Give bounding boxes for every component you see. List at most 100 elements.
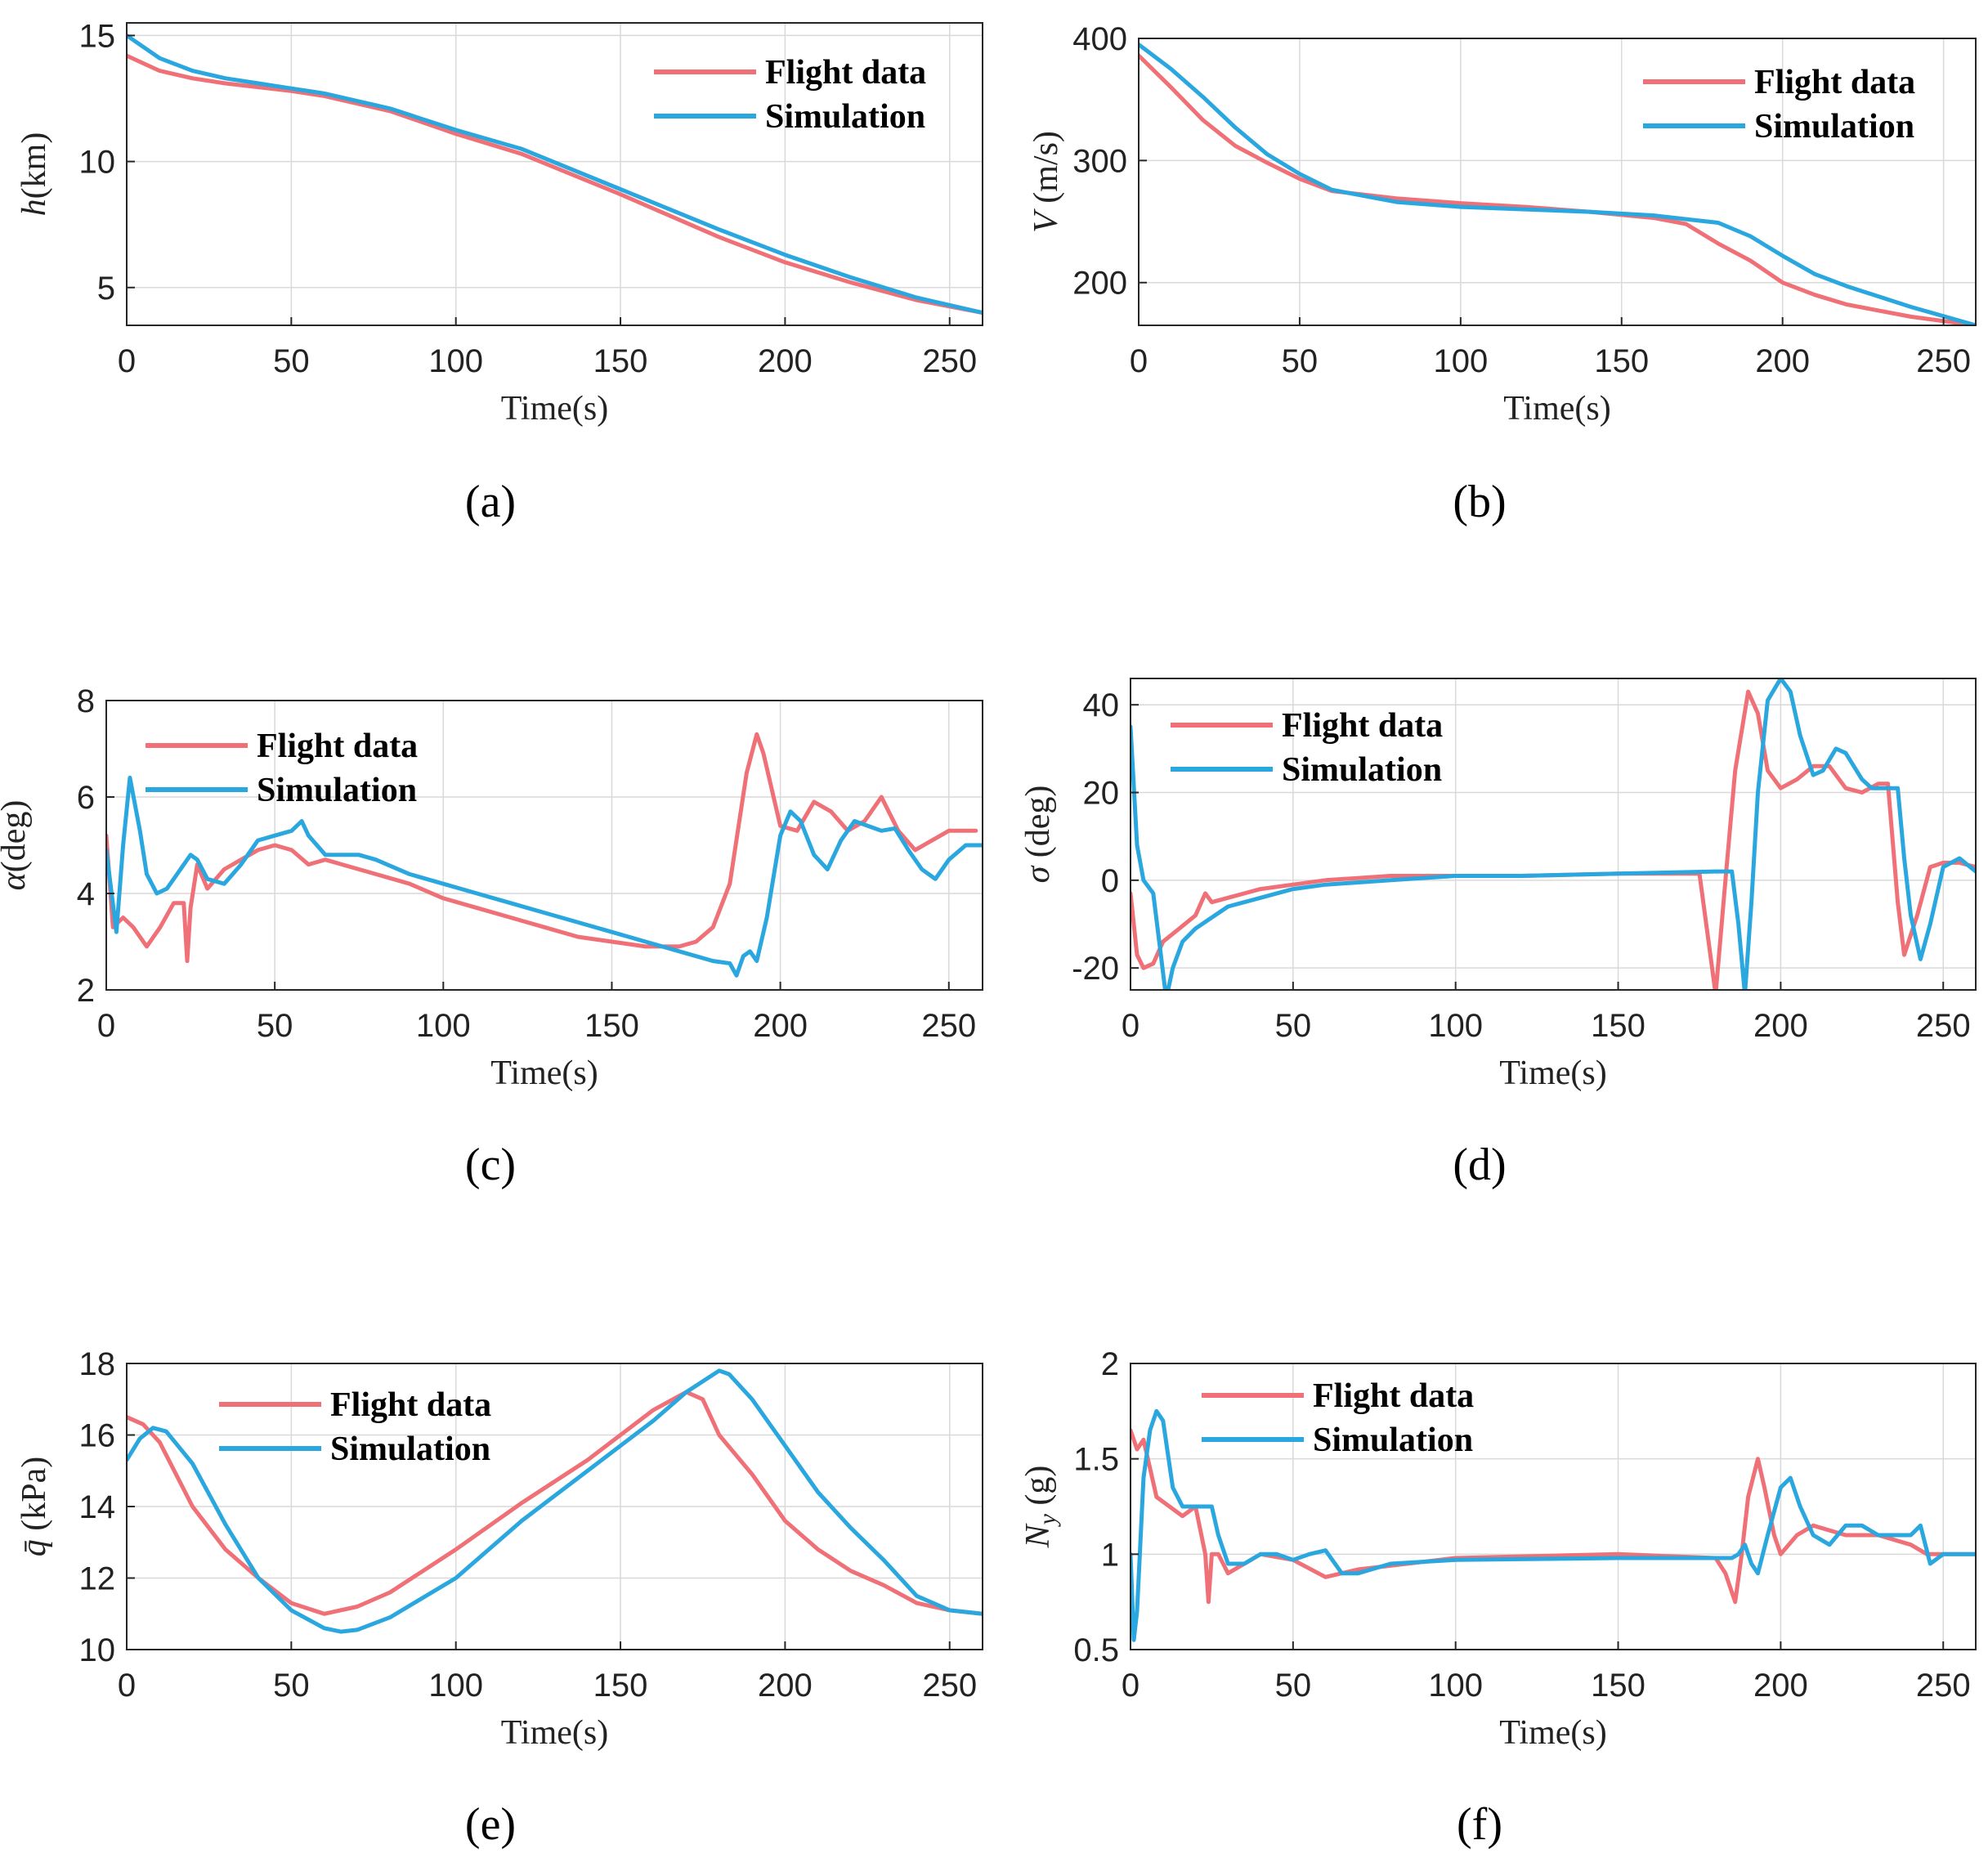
series-line-flight-data: [1131, 689, 1976, 990]
legend: Flight data Simulation: [1643, 64, 1915, 146]
y-tick-label: 14: [79, 1489, 116, 1525]
legend-label-simulation: Simulation: [765, 98, 925, 136]
axes-frame: [126, 22, 983, 326]
legend-label-flight-data: Flight data: [1282, 707, 1443, 745]
legend-label-simulation: Simulation: [1313, 1422, 1473, 1459]
y-tick-label: 18: [79, 1346, 116, 1382]
legend-label-flight-data: Flight data: [257, 728, 418, 765]
axes-frame: [1130, 1363, 1977, 1650]
y-tick-label: 10: [79, 145, 116, 181]
x-tick-label: 100: [428, 1668, 483, 1704]
x-tick-label: 200: [1753, 1668, 1808, 1704]
x-tick-label: 50: [1282, 343, 1319, 379]
x-axis-label: Time(s): [1499, 1054, 1606, 1092]
legend-label-flight-data: Flight data: [1754, 64, 1915, 101]
x-tick-label: 150: [593, 343, 648, 379]
x-tick-label: 200: [758, 343, 813, 379]
y-tick-label: 12: [79, 1561, 116, 1597]
series-line-flight-data: [1131, 1428, 1976, 1605]
x-tick-label: 250: [1916, 343, 1971, 379]
chart-a: 0 50 100 150 200 250 5 10 15 Time(s) h(km) Flight d…: [16, 18, 983, 527]
y-tick-label: 4: [77, 876, 95, 912]
legend-label-simulation: Simulation: [1282, 751, 1442, 789]
y-tick-label: 5: [97, 271, 115, 307]
y-tick-label: 400: [1072, 21, 1127, 57]
x-tick-label: 0: [118, 343, 136, 379]
y-tick-label: 16: [79, 1418, 116, 1454]
x-axis-label: Time(s): [1499, 1714, 1606, 1752]
series-line-simulation: [1131, 1408, 1976, 1642]
axes-frame: [1138, 38, 1977, 326]
y-tick-label: 2: [77, 973, 95, 1009]
legend-label-simulation: Simulation: [330, 1431, 490, 1468]
y-tick-label: 200: [1072, 266, 1127, 302]
series-line-flight-data: [127, 1390, 983, 1616]
y-tick-label: 1: [1101, 1537, 1119, 1573]
x-tick-label: 0: [97, 1008, 115, 1044]
panel-label: (f): [1457, 1799, 1502, 1850]
x-tick-label: 50: [1275, 1008, 1312, 1044]
y-tick-label: 6: [77, 780, 95, 816]
x-tick-label: 50: [1275, 1668, 1312, 1704]
y-tick-label: 8: [77, 683, 95, 719]
legend: Flight data Simulation: [654, 54, 926, 136]
panel-label: (e): [465, 1799, 516, 1850]
y-axis-label: α(deg): [0, 800, 33, 891]
y-axis-label: h(km): [16, 132, 53, 217]
legend: Flight data Simulation: [146, 728, 418, 809]
series-line-simulation: [1139, 43, 1976, 325]
x-tick-label: 250: [1916, 1668, 1971, 1704]
y-tick-label: 0.5: [1073, 1632, 1119, 1668]
x-tick-label: 200: [1753, 1008, 1808, 1044]
x-tick-label: 0: [1130, 343, 1148, 379]
y-tick-label: 10: [79, 1632, 116, 1668]
x-tick-label: 150: [1591, 1008, 1645, 1044]
y-tick-label: 40: [1083, 687, 1120, 723]
x-tick-label: 50: [273, 343, 310, 379]
x-tick-label: 0: [118, 1668, 136, 1704]
y-axis-label: q̄ (kPa): [16, 1457, 53, 1556]
y-tick-label: 2: [1101, 1346, 1119, 1382]
y-axis-label: σ (deg): [1019, 786, 1057, 884]
series-line-simulation: [1131, 678, 1976, 990]
panel-label: (c): [465, 1139, 516, 1190]
series-line-flight-data: [106, 732, 978, 964]
x-tick-label: 150: [1591, 1668, 1645, 1704]
y-tick-label: 1.5: [1073, 1442, 1119, 1478]
series-line-simulation: [127, 33, 983, 316]
x-axis-label: Time(s): [501, 390, 608, 428]
x-tick-label: 200: [1755, 343, 1810, 379]
x-tick-label: 100: [1428, 1668, 1483, 1704]
x-tick-label: 250: [922, 1668, 977, 1704]
y-tick-label: 0: [1101, 863, 1119, 899]
x-tick-label: 250: [1916, 1008, 1971, 1044]
x-tick-label: 50: [273, 1668, 310, 1704]
series-line-simulation: [127, 1368, 983, 1634]
x-tick-label: 250: [922, 343, 977, 379]
y-axis-label: V (m/s): [1028, 131, 1065, 233]
y-tick-label: 15: [79, 18, 116, 54]
panel-label: (d): [1453, 1139, 1506, 1190]
chart-b: 0 50 100 150 200 250 200 300 400 Time(s) V (m/s) Fl…: [1028, 21, 1977, 527]
x-axis-label: Time(s): [490, 1054, 598, 1092]
series-line-simulation: [106, 775, 983, 978]
x-tick-label: 150: [584, 1008, 639, 1044]
y-tick-label: -20: [1072, 951, 1119, 987]
x-axis-label: Time(s): [1503, 390, 1610, 428]
x-tick-label: 150: [593, 1668, 648, 1704]
x-tick-label: 100: [428, 343, 483, 379]
panel-label: (b): [1453, 477, 1506, 527]
legend-label-flight-data: Flight data: [330, 1386, 491, 1424]
legend-label-flight-data: Flight data: [1313, 1377, 1474, 1415]
legend-label-simulation: Simulation: [1754, 108, 1914, 146]
x-tick-label: 250: [921, 1008, 976, 1044]
x-tick-label: 0: [1122, 1008, 1140, 1044]
legend: Flight data Simulation: [1171, 707, 1443, 789]
x-tick-label: 100: [1428, 1008, 1483, 1044]
x-axis-label: Time(s): [501, 1714, 608, 1752]
legend-label-flight-data: Flight data: [765, 54, 926, 92]
chart-c: 0 50 100 150 200 250 2 4 6 8 Time(s) α(deg) Flight d…: [0, 683, 983, 1190]
series-line-flight-data: [127, 53, 983, 316]
